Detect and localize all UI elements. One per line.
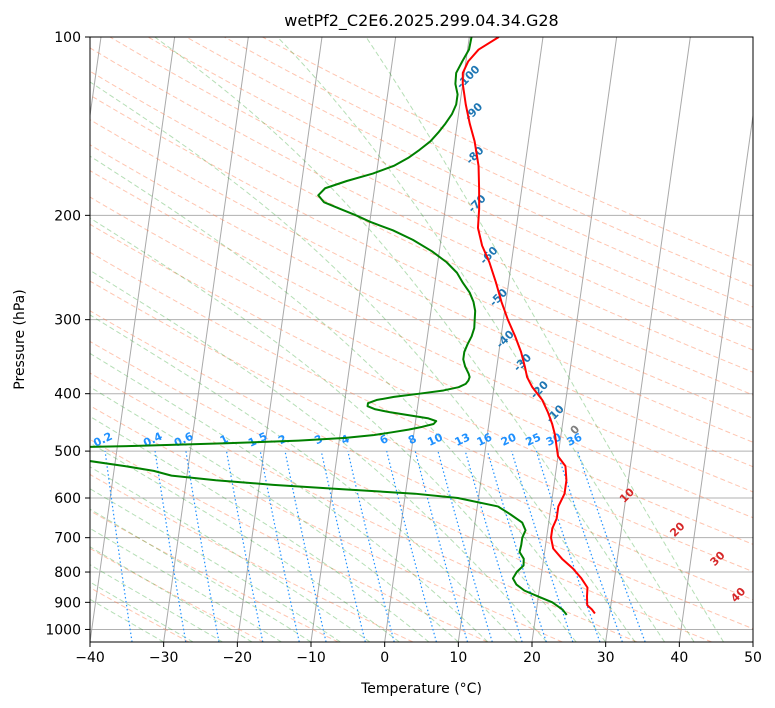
dewpoint-line (90, 37, 568, 616)
moist-adiabat (90, 415, 430, 642)
isotherm-line (531, 37, 618, 642)
y-tick-label: 300 (54, 313, 81, 329)
moist-adiabat (90, 217, 577, 642)
mixing-ratio-line (556, 450, 623, 642)
dry-adiabat (90, 438, 488, 642)
isotherm-line (678, 111, 753, 642)
mixing-ratio-label: 16 (475, 430, 495, 448)
pressure-gridlines (90, 37, 753, 630)
y-tick-label: 100 (54, 30, 81, 46)
x-tick-label: −20 (223, 650, 253, 666)
moist-adiabat (90, 564, 223, 642)
moist-adiabat (90, 466, 371, 642)
y-axis-label: Pressure (hPa) (12, 289, 28, 389)
moist-adiabat (90, 442, 400, 642)
sounding-profiles (90, 37, 596, 616)
mixing-ratio-line (486, 450, 547, 642)
mixing-ratio-line (464, 450, 523, 642)
moist-adiabat (90, 527, 282, 642)
y-tick-label: 400 (54, 387, 81, 403)
y-tick-label: 200 (54, 208, 81, 224)
mixing-ratio-line (577, 450, 646, 642)
x-tick-label: 10 (449, 650, 467, 666)
skewed-isotherms (90, 37, 753, 642)
isotherm-line (605, 37, 691, 642)
dry-adiabat (90, 196, 753, 519)
x-tick-label: −30 (149, 650, 179, 666)
mixing-ratio-label: 25 (524, 431, 543, 449)
mixing-ratio-line (259, 450, 300, 642)
x-tick-label: 50 (744, 650, 762, 666)
x-axis-label: Temperature (°C) (360, 681, 482, 697)
isotherm-line (90, 37, 176, 642)
dry-adiabat (109, 37, 753, 351)
dry-adiabat (90, 119, 753, 443)
moist-adiabat (365, 37, 724, 642)
mixing-ratio-line (535, 450, 601, 642)
plot-frame (89, 36, 754, 643)
moist-adiabat (90, 581, 194, 642)
x-tick-label: 40 (670, 650, 688, 666)
isotherm-line (457, 37, 544, 642)
moist-adiabat (90, 386, 459, 642)
chart-title: wetPf2_C2E6.2025.299.04.34.G28 (284, 11, 558, 31)
mixing-ratio-label: 10 (425, 430, 445, 448)
y-tick-label: 900 (54, 595, 81, 611)
temperature-line (461, 37, 596, 615)
moist-adiabat (154, 37, 666, 642)
y-tick-label: 500 (54, 444, 81, 460)
mixing-ratio-line (347, 450, 395, 642)
isotherm-line (236, 37, 323, 642)
x-tick-label: 30 (597, 650, 615, 666)
mixing-ratio-line (386, 450, 437, 642)
dry-adiabat (90, 94, 753, 419)
dry-adiabat (90, 310, 753, 630)
mixing-ratio-label: 13 (453, 431, 472, 449)
dry-adiabat (90, 473, 414, 642)
x-tick-label: −10 (296, 650, 326, 666)
x-axis-ticks: −40 −30 −20 −10 0 10 20 30 40 50 (75, 642, 762, 666)
mixing-ratio-line (437, 450, 493, 642)
dry-adiabat (90, 223, 753, 545)
x-tick-label: 0 (380, 650, 389, 666)
y-tick-label: 1000 (45, 622, 81, 638)
plot-area: 0.10.20.40.611.52346810131620253036-100-… (90, 37, 753, 642)
moist-adiabat (90, 155, 607, 642)
mixing-ratio-line (104, 451, 133, 642)
y-tick-label: 600 (54, 491, 81, 507)
isotherm-line (310, 37, 397, 642)
dry-adiabat (90, 70, 753, 396)
dry-adiabat (90, 547, 264, 642)
dry-adiabat (90, 251, 753, 573)
moist-adiabat (90, 598, 164, 642)
mixing-ratio-label: 30 (544, 430, 564, 448)
mixing-ratio-label: 36 (565, 430, 585, 448)
mixing-ratio-line (511, 450, 574, 642)
mixing-ratio-line (284, 450, 327, 642)
x-tick-label: 20 (523, 650, 541, 666)
isotherm-line (163, 37, 249, 642)
x-tick-label: −40 (75, 650, 105, 666)
mixing-ratio-line (320, 450, 366, 642)
moist-adiabat (90, 81, 636, 642)
dry-adiabat (90, 47, 753, 373)
moist-adiabat (90, 546, 253, 642)
y-axis-ticks: 100 200 300 400 500 600 700 800 900 1000 (45, 30, 90, 638)
mixing-ratio-label: 20 (499, 430, 519, 448)
moist-adiabat (90, 314, 518, 642)
y-tick-label: 800 (54, 565, 81, 581)
dry-adiabats (90, 37, 753, 642)
moist-adiabat (277, 37, 695, 642)
y-tick-label: 700 (54, 531, 81, 547)
isotherm-line (384, 37, 470, 642)
